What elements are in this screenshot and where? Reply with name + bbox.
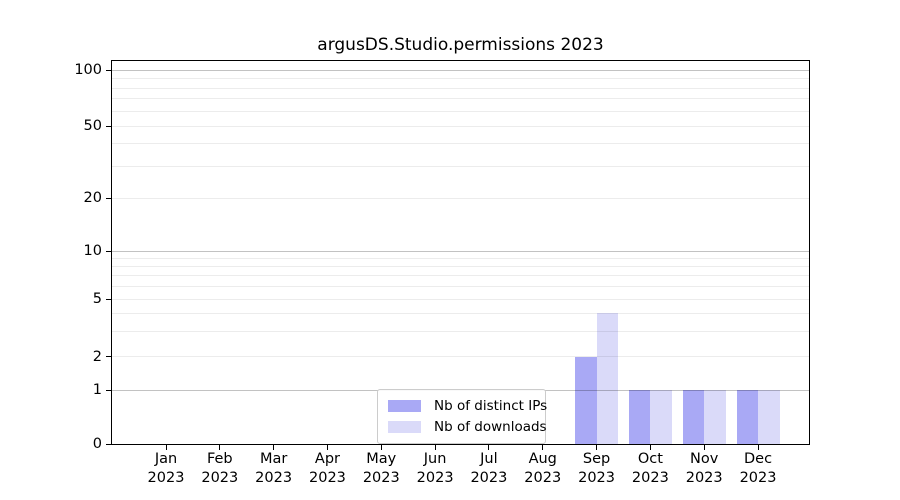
chart-title: argusDS.Studio.permissions 2023 [317, 35, 604, 55]
gridline-y-5 [112, 298, 809, 300]
y-tick-label: 1 [92, 382, 102, 398]
x-tick-label-apr: Apr 2023 [309, 451, 346, 486]
gridline-y-60 [112, 110, 809, 112]
y-tick-mark [106, 389, 111, 391]
y-tick-label: 20 [83, 190, 102, 206]
x-tick-label-feb: Feb 2023 [201, 451, 239, 486]
y-tick-label: 100 [74, 62, 102, 78]
x-tick-label-mar: Mar 2023 [255, 451, 293, 486]
y-tick-mark [106, 250, 111, 252]
y-tick-mark [106, 298, 111, 300]
bar-downloads-oct [650, 390, 672, 444]
bar-downloads-nov [704, 390, 726, 444]
bar-distinct-ips-dec [736, 390, 759, 444]
y-tick-label: 5 [92, 291, 102, 307]
gridline-y-2 [112, 356, 809, 357]
x-tick-mark [380, 445, 382, 450]
x-tick-label-aug: Aug 2023 [524, 451, 562, 486]
y-tick-mark [106, 69, 111, 71]
x-tick-mark [596, 445, 598, 450]
grid-layer [112, 61, 809, 444]
x-tick-label-jun: Jun 2023 [416, 451, 454, 486]
x-tick-label-dec: Dec 2023 [739, 451, 777, 486]
gridline-y-4 [112, 312, 809, 314]
x-tick-mark [326, 445, 328, 450]
gridline-y-30 [112, 165, 809, 167]
x-tick-label-may: May 2023 [362, 451, 400, 486]
x-tick-mark [649, 445, 651, 450]
legend-swatch-distinct-ips [388, 399, 421, 412]
gridline-y-20 [112, 197, 809, 199]
y-tick-mark [106, 443, 111, 445]
x-tick-label-nov: Nov 2023 [685, 451, 723, 486]
x-tick-label-oct: Oct 2023 [631, 451, 669, 486]
legend-swatch-downloads [388, 420, 421, 433]
gridline-y-100 [112, 69, 809, 71]
x-tick-mark [273, 445, 275, 450]
legend-label: Nb of downloads [434, 418, 547, 435]
bar-downloads-sep [596, 313, 619, 444]
bar-distinct-ips-oct [628, 390, 651, 444]
x-tick-mark [757, 445, 759, 450]
bar-downloads-dec [758, 390, 780, 444]
bars-layer [112, 61, 809, 444]
gridline-y-9 [112, 257, 809, 259]
x-tick-mark [488, 445, 490, 450]
y-tick-label: 10 [83, 243, 102, 259]
bar-distinct-ips-nov [682, 390, 705, 444]
gridline-y-10 [112, 250, 809, 252]
bar-distinct-ips-sep [575, 356, 597, 444]
gridline-y-70 [112, 98, 809, 100]
gridline-y-50 [112, 125, 809, 127]
x-tick-mark [703, 445, 705, 450]
y-tick-label: 50 [83, 118, 102, 134]
x-tick-label-sep: Sep 2023 [578, 451, 615, 486]
y-tick-mark [106, 197, 111, 199]
y-tick-label: 2 [92, 348, 102, 365]
x-tick-mark [219, 445, 221, 450]
legend-row: Nb of downloads [388, 416, 547, 437]
x-tick-mark [542, 445, 544, 450]
y-tick-mark [106, 125, 111, 127]
gridline-y-3 [112, 330, 809, 332]
x-tick-label-jul: Jul 2023 [470, 451, 508, 486]
y-tick-mark [106, 356, 111, 357]
gridline-y-7 [112, 275, 809, 277]
gridline-y-80 [112, 87, 809, 89]
legend-label: Nb of distinct IPs [434, 397, 548, 414]
x-tick-mark [434, 445, 436, 450]
gridline-y-40 [112, 143, 809, 145]
legend: Nb of distinct IPs Nb of downloads [377, 389, 547, 444]
legend-row: Nb of distinct IPs [388, 395, 547, 416]
plot-area [111, 60, 810, 445]
y-tick-label: 0 [92, 436, 102, 452]
x-tick-mark [165, 445, 167, 450]
gridline-y-90 [112, 78, 809, 79]
gridline-y-6 [112, 285, 809, 287]
gridline-y-8 [112, 265, 809, 267]
x-tick-label-jan: Jan 2023 [147, 451, 185, 486]
